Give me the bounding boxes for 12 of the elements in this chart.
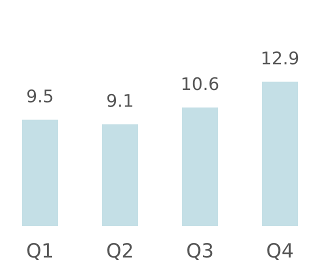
bar	[102, 124, 138, 226]
bar	[22, 120, 58, 226]
x-tick-label: Q2	[107, 243, 132, 260]
bar	[262, 82, 298, 226]
bar	[182, 107, 218, 226]
x-tick-label: Q1	[27, 243, 52, 260]
data-label: 9.1	[107, 94, 132, 108]
x-tick-label: Q4	[267, 243, 293, 260]
data-label: 12.9	[262, 51, 298, 65]
x-tick-label: Q3	[187, 243, 212, 260]
data-label: 9.5	[27, 89, 52, 103]
data-label: 10.6	[182, 77, 218, 90]
